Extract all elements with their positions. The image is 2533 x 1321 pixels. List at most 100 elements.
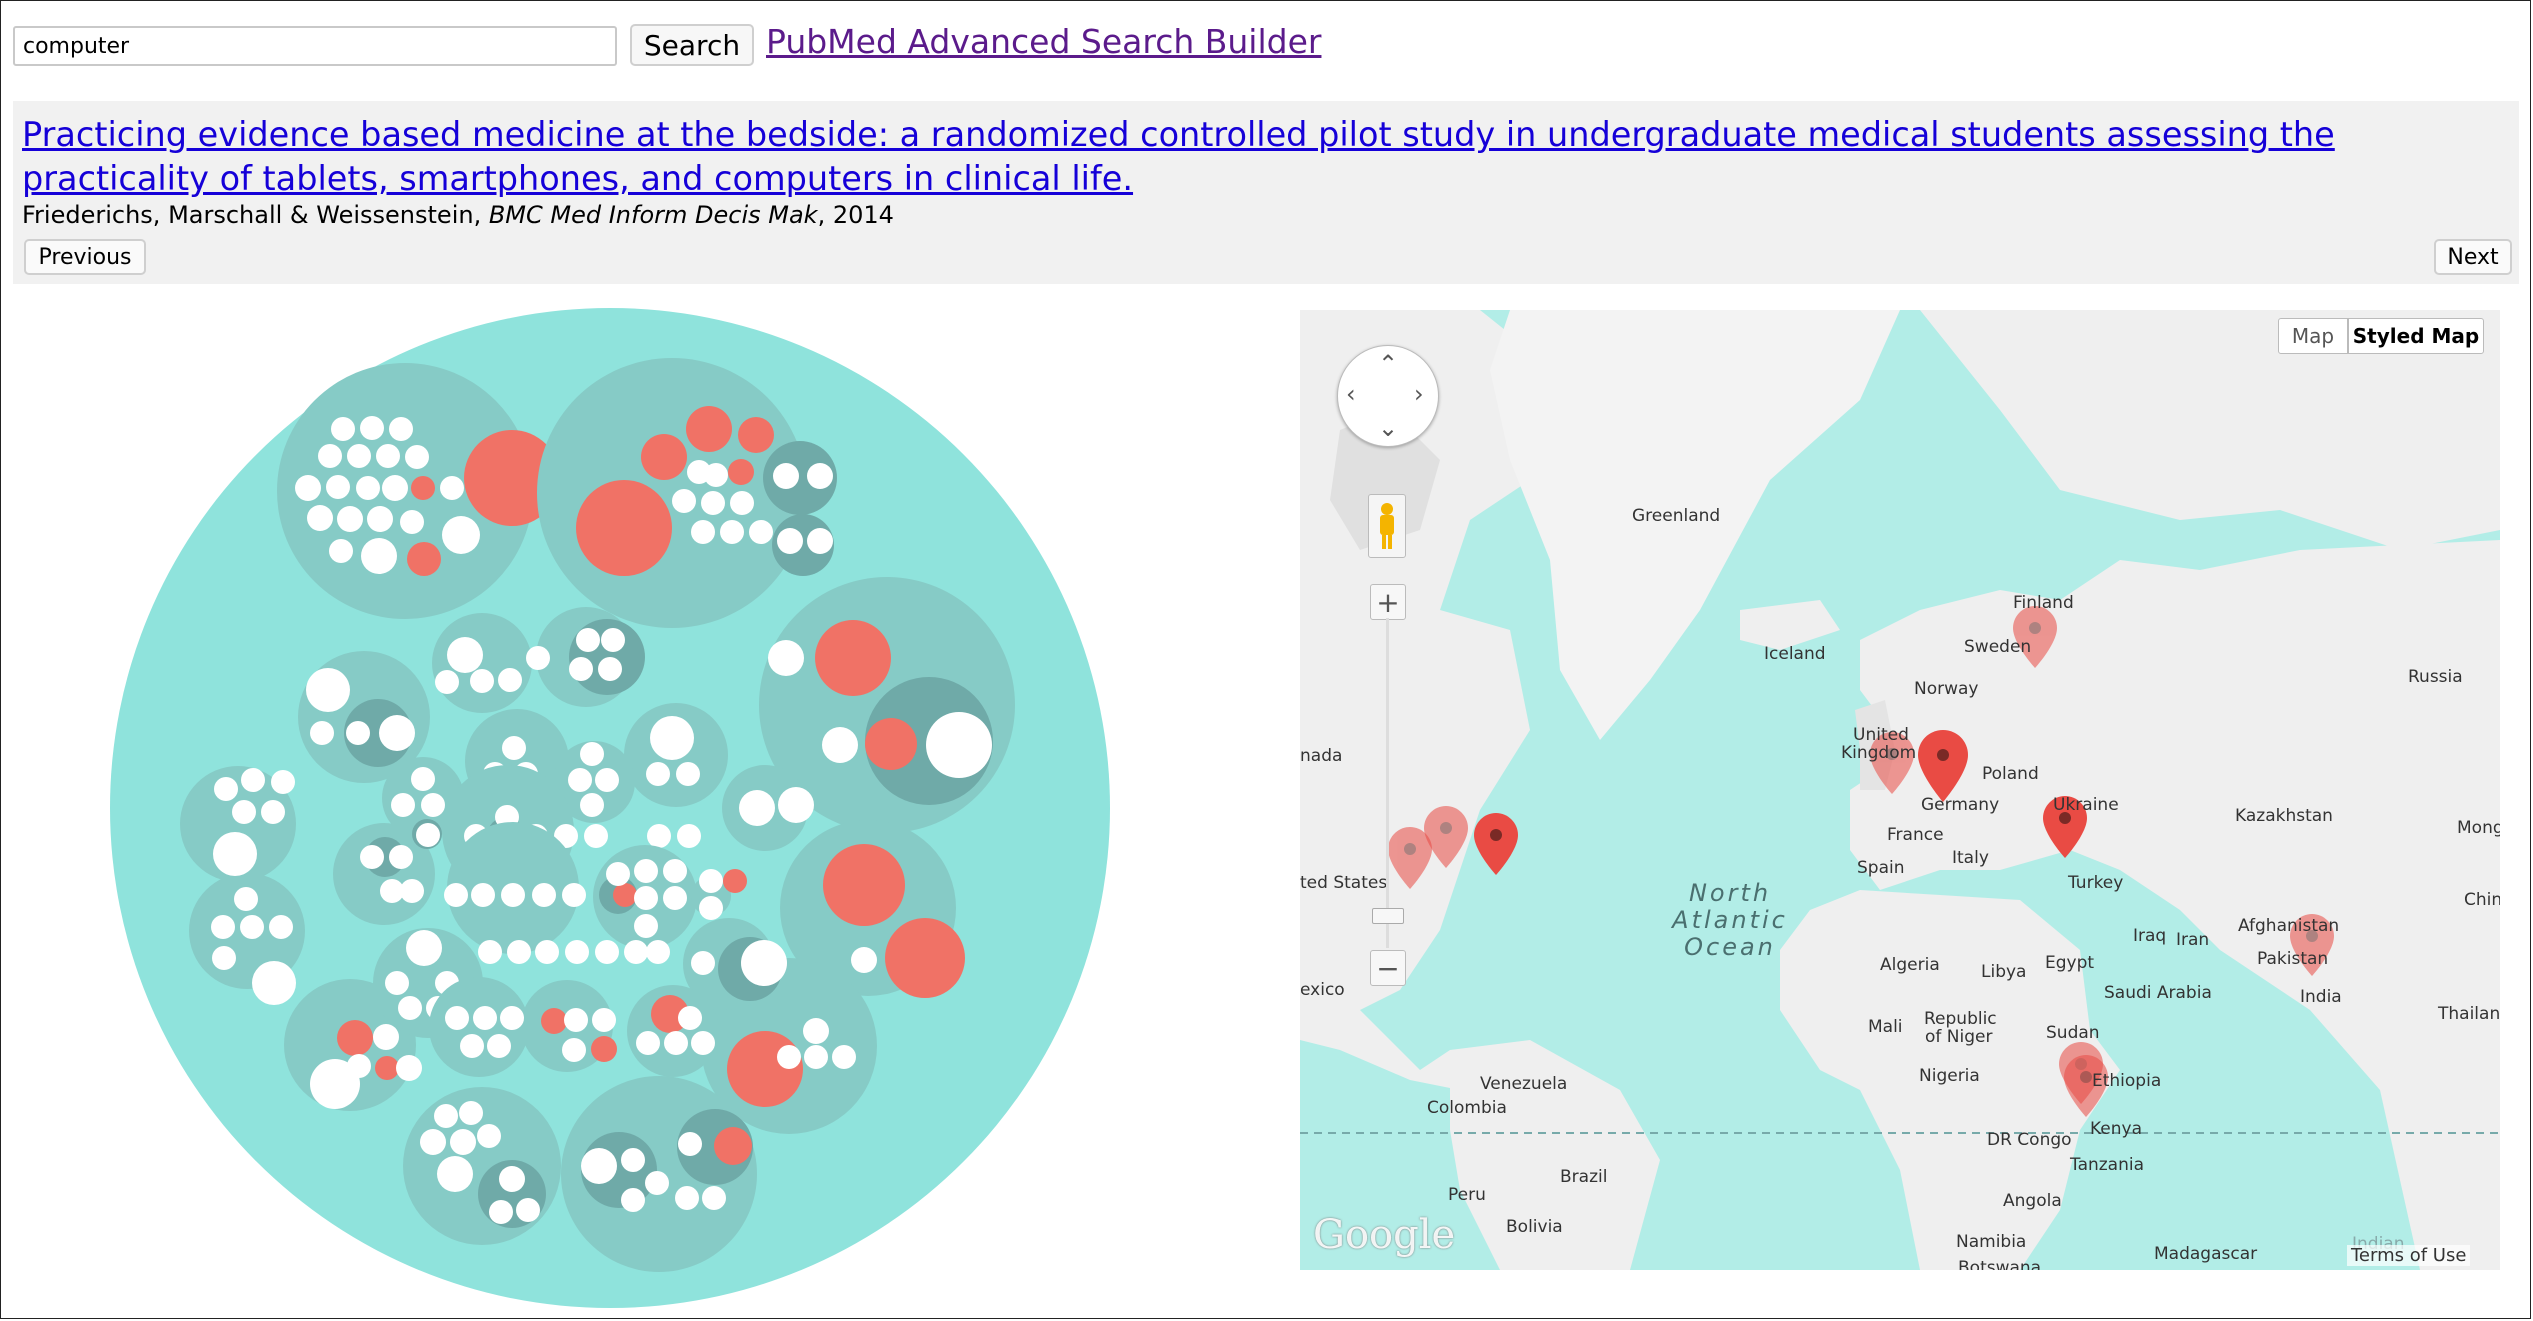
dot-cluster — [211, 887, 296, 1005]
highlight-circle — [885, 918, 965, 998]
map-label: nada — [1300, 746, 1343, 766]
advanced-search-link[interactable]: PubMed Advanced Search Builder — [766, 22, 1322, 61]
article-panel: Practicing evidence based medicine at th… — [13, 101, 2519, 284]
map-label: Libya — [1981, 962, 2027, 982]
map-marker-icon — [2013, 606, 2057, 668]
dot-cluster — [777, 1018, 856, 1069]
highlight-circle — [375, 1056, 399, 1080]
highlight-circle — [613, 883, 637, 907]
map-label: Tanzania — [2070, 1155, 2145, 1175]
map-label: Iraq — [2133, 926, 2167, 946]
search-input[interactable] — [13, 26, 617, 66]
highlight-circle — [407, 542, 441, 576]
map-label: Algeria — [1880, 955, 1940, 975]
pan-up-icon[interactable]: ⌃ — [1378, 350, 1399, 378]
dot-cluster — [739, 787, 814, 826]
pan-right-icon[interactable]: › — [1414, 380, 1424, 408]
map-label: Angola — [2003, 1191, 2062, 1211]
terms-of-use-link[interactable]: Terms of Use — [2347, 1245, 2471, 1266]
dot-cluster — [435, 637, 522, 694]
map-label: Italy — [1952, 848, 1989, 868]
dot-cluster — [672, 460, 833, 554]
street-view-pegman-icon[interactable] — [1368, 494, 1406, 558]
map-view[interactable]: Greenland Iceland Finland Sweden Norway … — [1300, 310, 2500, 1270]
map-label: DR Congo — [1987, 1130, 2072, 1150]
pan-down-icon[interactable]: ⌄ — [1378, 414, 1399, 442]
highlight-circle — [464, 430, 560, 526]
dot-cluster — [306, 668, 415, 751]
map-label: Mali — [1868, 1017, 1903, 1037]
zoom-slider-track[interactable] — [1386, 618, 1389, 948]
previous-button[interactable]: Previous — [24, 239, 146, 275]
map-label: Kenya — [2090, 1119, 2143, 1139]
map-label: Germany — [1921, 795, 2000, 815]
map-type-map-button[interactable]: Map — [2278, 318, 2348, 354]
highlight-circle — [411, 476, 435, 500]
ocean-label-line: Atlantic — [1672, 906, 1788, 934]
highlight-circle — [815, 620, 891, 696]
highlight-circle — [641, 434, 687, 480]
map-label: Republic — [1924, 1009, 1997, 1029]
map-label: France — [1887, 825, 1944, 845]
zoom-slider-handle[interactable] — [1372, 908, 1404, 924]
map-marker-icon — [1474, 813, 1518, 875]
map-label: Madagascar — [2154, 1244, 2258, 1264]
map-type-styled-button[interactable]: Styled Map — [2348, 318, 2484, 354]
dot-cluster — [391, 767, 445, 847]
map-label: Afghanistan — [2238, 916, 2340, 936]
dot-cluster — [420, 1101, 540, 1224]
highlight-circle — [686, 406, 732, 452]
dot-cluster — [606, 859, 687, 938]
next-button[interactable]: Next — [2434, 239, 2512, 275]
map-label: Russia — [2408, 667, 2463, 687]
map-label: India — [2300, 987, 2342, 1007]
map-canvas[interactable] — [1300, 310, 2500, 1270]
dot-cluster — [213, 768, 295, 876]
map-label: Poland — [1982, 764, 2039, 784]
map-label: Namibia — [1956, 1232, 2027, 1252]
map-marker-icon — [1918, 730, 1968, 802]
citation-year: , 2014 — [817, 201, 894, 229]
map-markers — [1388, 606, 2334, 1117]
highlight-circle — [865, 718, 917, 770]
map-label: of Niger — [1925, 1027, 1993, 1047]
map-label: United — [1853, 725, 1909, 745]
pan-control[interactable]: ⌃ ⌄ ‹ › — [1337, 345, 1439, 447]
map-label: Saudi Arabia — [2104, 983, 2212, 1003]
zoom-in-button[interactable]: + — [1370, 584, 1406, 620]
article-title-link[interactable]: Practicing evidence based medicine at th… — [22, 115, 2335, 198]
map-label: Pakistan — [2257, 949, 2329, 969]
highlight-circle — [337, 1020, 373, 1056]
dot-cluster — [526, 628, 625, 681]
map-label: Brazil — [1560, 1167, 1608, 1187]
google-logo: Google — [1313, 1212, 1456, 1258]
ocean-label-line: North — [1688, 879, 1772, 907]
map-marker-icon — [1388, 827, 1432, 889]
highlight-circle — [714, 1127, 752, 1165]
map-label: Mongo — [2457, 818, 2500, 838]
highlight-circle — [576, 480, 672, 576]
map-label: Spain — [1857, 858, 1905, 878]
map-marker-icon — [2043, 796, 2087, 858]
map-label: Nigeria — [1919, 1066, 1980, 1086]
map-label: Finland — [2013, 593, 2074, 613]
zoom-out-button[interactable]: − — [1370, 950, 1406, 986]
pan-left-icon[interactable]: ‹ — [1346, 380, 1356, 408]
map-label: Iceland — [1764, 644, 1826, 664]
article-citation: Friederichs, Marschall & Weissenstein, B… — [22, 201, 894, 229]
dot-cluster — [568, 742, 619, 817]
search-button[interactable]: Search — [630, 24, 754, 66]
highlight-circle — [728, 459, 754, 485]
map-label: ted States — [1300, 873, 1388, 893]
map-label: Norway — [1914, 679, 1979, 699]
map-label: Thailan — [2438, 1004, 2500, 1024]
map-label: Botswana — [1958, 1258, 2042, 1270]
map-label: Kingdom — [1841, 743, 1917, 763]
group-circle — [180, 766, 296, 882]
map-label: Sudan — [2046, 1023, 2100, 1043]
map-label: Sweden — [1964, 637, 2032, 657]
highlight-circle — [727, 1031, 803, 1107]
dot-cluster — [581, 1132, 726, 1212]
map-label: Iran — [2176, 930, 2210, 950]
